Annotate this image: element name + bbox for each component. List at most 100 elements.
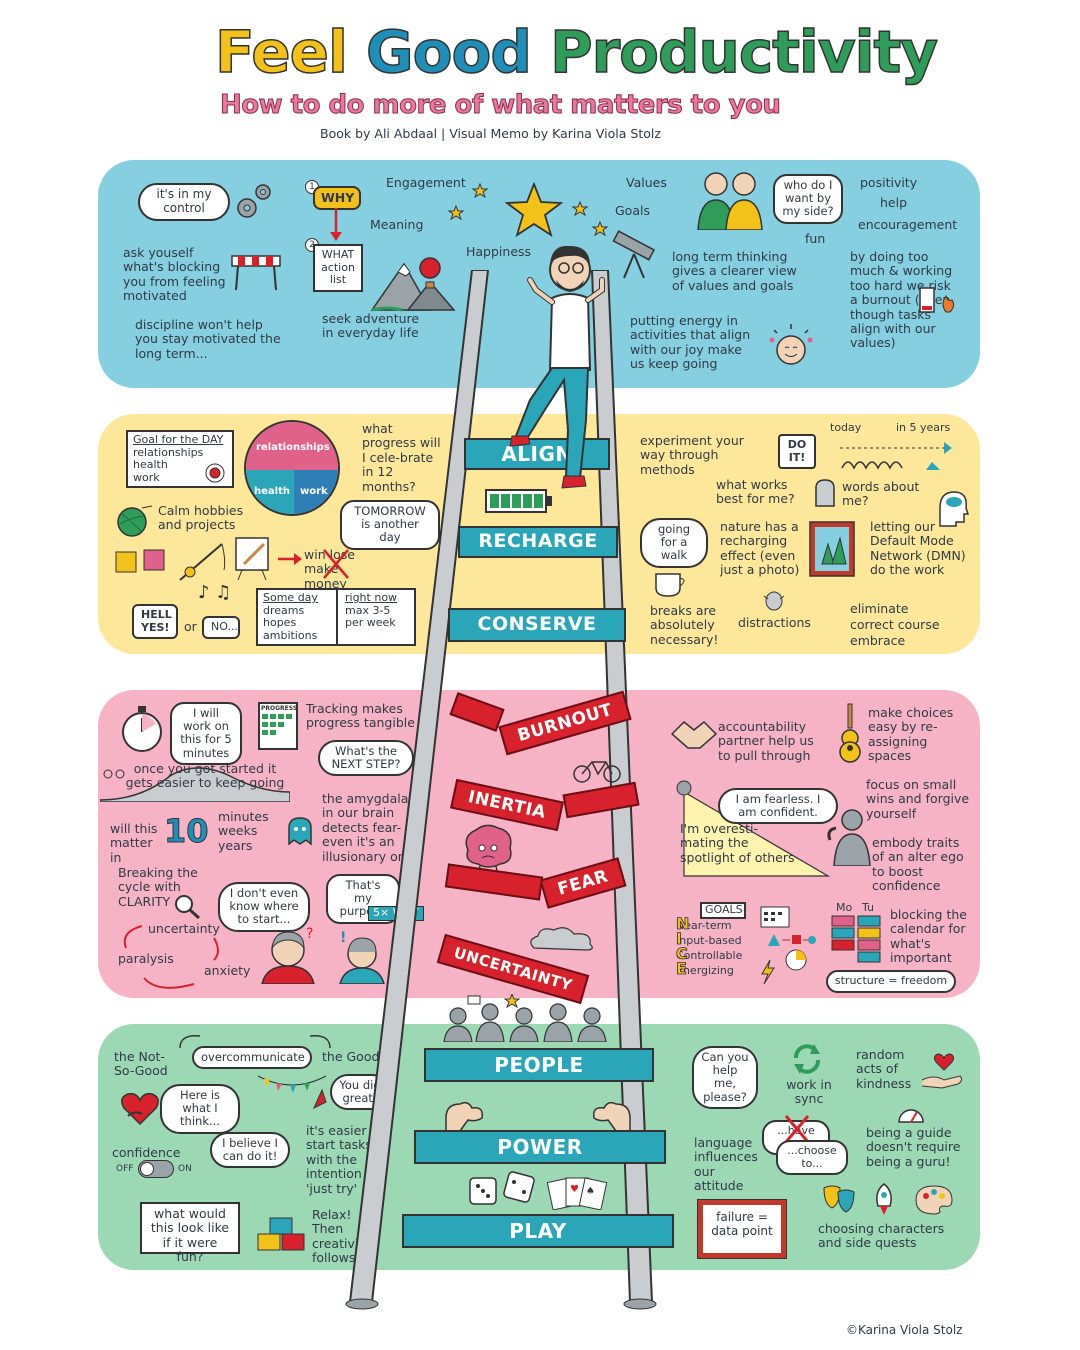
checkmarks-icon (262, 714, 292, 735)
walk-bubble: going for a walk (640, 518, 708, 568)
tu-label: Tu (862, 901, 875, 914)
puzzle-icon (115, 549, 165, 573)
muscle-left-icon (445, 1101, 484, 1135)
head-brain-icon (939, 491, 970, 527)
rightnow-title: right now (345, 591, 398, 604)
someday-table: Some day dreams hopes ambitions right no… (256, 588, 416, 646)
embody-text: embody traits of an alter ego to boost c… (872, 835, 964, 894)
tracking-text: Tracking makes progress tangible (306, 701, 415, 731)
dice-cards-icon: ♥ ♠ (469, 1171, 608, 1210)
bug-icon (763, 591, 785, 611)
characters-text: choosing characters and side quests (818, 1221, 945, 1251)
will-this-text: will this matter in (110, 821, 158, 865)
curved-arrows-icon (179, 1035, 331, 1049)
next-step-bubble: What's the NEXT STEP? (318, 740, 414, 777)
hill-bike-icon (100, 767, 290, 802)
distractions-label: distractions (738, 615, 811, 630)
heart-hand-give-icon (921, 1053, 963, 1089)
meaning-label: Meaning (370, 217, 424, 232)
do-it-bubble: DO IT! (778, 434, 816, 470)
rung-power: POWER (414, 1130, 666, 1164)
fun-question-box: what would this look like if it were fun… (140, 1202, 240, 1264)
blocking-calendar-text: blocking the calendar for what's importa… (890, 907, 967, 966)
wheel-health: health (254, 486, 290, 497)
goal-title: Goal for the DAY (133, 433, 224, 446)
joy-text: putting energy in activities that align … (630, 313, 751, 372)
coffee-cup-icon (655, 573, 685, 597)
path-squiggle-icon (840, 442, 952, 470)
rung-label-people: PEOPLE (494, 1053, 584, 1077)
happy-face-icon (769, 324, 813, 365)
cycle-arrows-icon (123, 925, 219, 989)
dont-know-bubble: I don't even know where to start... (218, 882, 310, 932)
nature-text: nature has a recharging effect (even jus… (720, 519, 800, 578)
correct-label: correct course (850, 617, 940, 632)
what-action-list: WHAT action list (313, 244, 363, 292)
wheel-work: work (300, 486, 328, 497)
here-is-bubble: Here is what I think... (160, 1084, 240, 1134)
failure-frame: failure = data point (697, 1199, 787, 1259)
svg-text:!: ! (340, 930, 346, 946)
stopwatch-icon (122, 706, 162, 752)
credit-line: Book by Ali Abdaal | Visual Memo by Kari… (320, 126, 661, 141)
goal-list: relationships health work (133, 446, 227, 485)
progress-label: PROGRESS (261, 705, 298, 712)
today-label: today (830, 421, 862, 434)
muscle-right-icon (592, 1101, 631, 1135)
years-label: years (218, 837, 253, 853)
page-subtitle: How to do more of what matters to you (220, 90, 782, 121)
why-box: WHY (313, 186, 361, 211)
fun-label: fun (805, 231, 826, 246)
crowd-icon (443, 994, 607, 1042)
climbing-person-icon (509, 245, 605, 489)
weeks-label: weeks (218, 823, 258, 839)
page-title: Feel Good Productivity (214, 17, 939, 90)
goal-item: health (133, 458, 168, 472)
life-wheel: relationships health work (244, 420, 340, 516)
dmn-text: letting our Default Mode Network (DMN) d… (870, 519, 966, 578)
amygdala-text: the amygdala in our brain detects fear-e… (322, 791, 414, 864)
small-wins-text: focus on small wins and forgive yourself (866, 777, 970, 821)
calendar-icon (760, 906, 790, 928)
worried-person-icon: ? (261, 926, 315, 984)
handshake-icon (670, 720, 718, 749)
theater-masks-icon (823, 1185, 855, 1213)
guitar-icon (839, 703, 861, 763)
anxiety-label: anxiety (204, 963, 251, 978)
time-blocks-icon (831, 915, 881, 963)
superhero-icon (827, 809, 871, 866)
lego-blocks-icon (257, 1217, 305, 1251)
mountain-icon (370, 257, 456, 312)
progress-calendar: PROGRESS (258, 702, 298, 750)
magnifier-icon (175, 895, 200, 920)
minutes-label: minutes (218, 809, 269, 824)
kindness-text: random acts of kindness (856, 1047, 912, 1091)
believe-bubble: I believe I can do it! (210, 1132, 290, 1169)
time-options: minutes weeks years (218, 809, 274, 853)
rung-align: ALIGN (464, 438, 610, 470)
goal-item: work (133, 470, 160, 484)
title-productivity: Productivity (549, 17, 938, 87)
engagement-label: Engagement (386, 175, 466, 190)
breaks-text: breaks are absolutely necessary! (650, 603, 719, 647)
encouragement-label: encouragement (858, 217, 958, 232)
party-icon (257, 1075, 327, 1110)
someday-title: Some day (263, 591, 318, 604)
cloud-icon (530, 927, 593, 951)
confidence-toggle[interactable] (138, 1160, 174, 1178)
happiness-label: Happiness (466, 244, 532, 259)
wheel-relationships: relationships (256, 442, 330, 453)
what-works-text: what works best for me? (716, 477, 795, 507)
in5-label: in 5 years (896, 421, 951, 434)
pointing-person-icon: ! (339, 930, 385, 984)
rung-recharge: RECHARGE (458, 526, 618, 558)
paralysis-label: paralysis (118, 951, 174, 966)
fearless-bubble: I am fearless. I am confident. (718, 788, 838, 825)
choices-text: make choices easy by re-assigning spaces (868, 705, 954, 764)
telescope-icon (612, 230, 656, 279)
adventure-text: seek adventure in everyday life (322, 311, 420, 341)
rung-label-conserve: CONSERVE (477, 613, 597, 635)
help-label: help (880, 195, 908, 210)
rung-play: PLAY (402, 1214, 674, 1248)
battery-low-icon (919, 287, 955, 313)
